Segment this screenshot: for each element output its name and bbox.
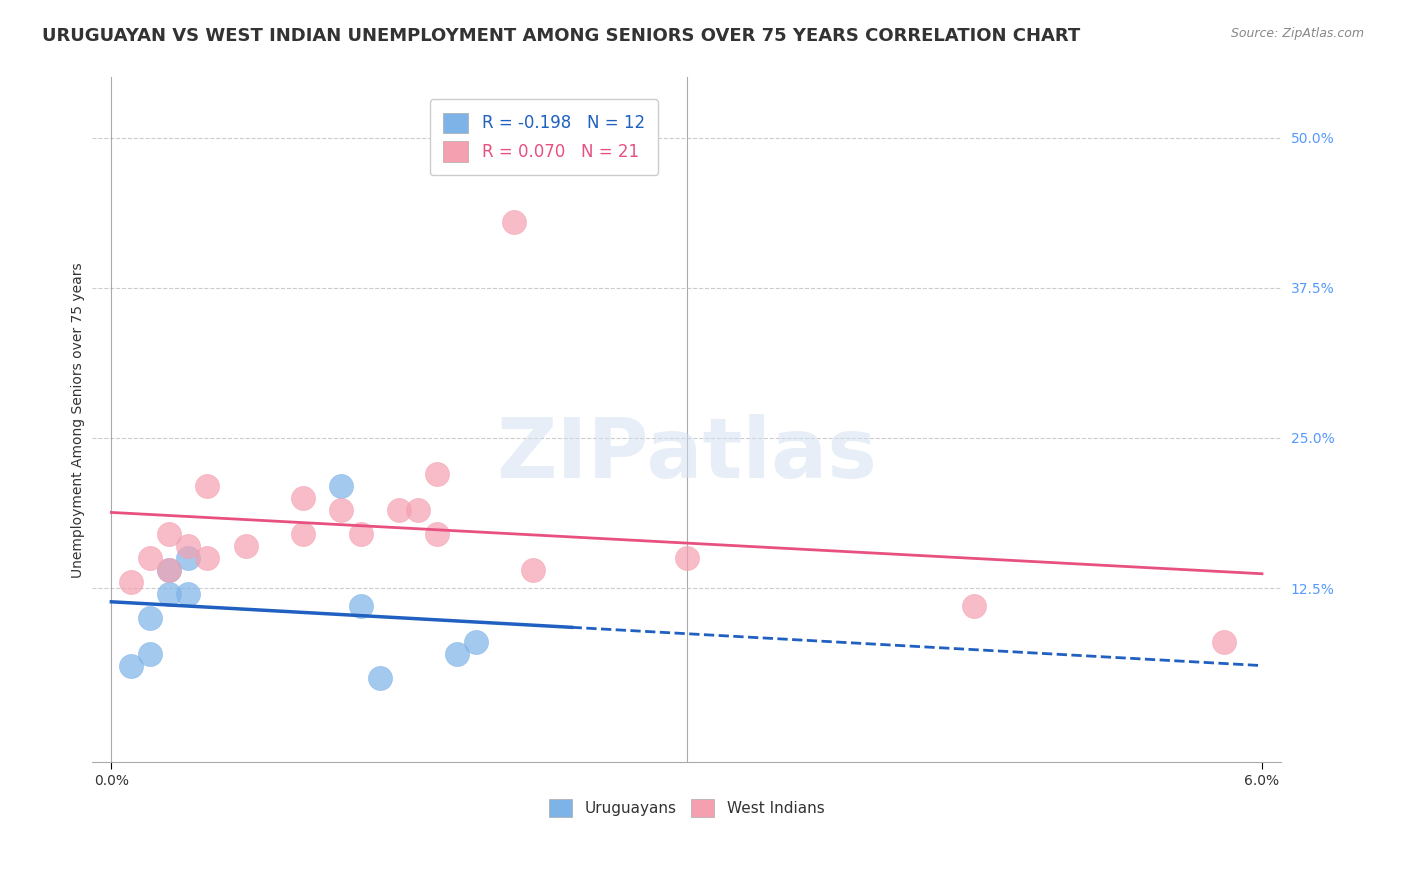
Point: [157, 563, 180, 577]
Point: [235, 539, 257, 553]
Y-axis label: Unemployment Among Seniors over 75 years: Unemployment Among Seniors over 75 years: [72, 262, 86, 578]
Text: URUGUAYAN VS WEST INDIAN UNEMPLOYMENT AMONG SENIORS OVER 75 YEARS CORRELATION CH: URUGUAYAN VS WEST INDIAN UNEMPLOYMENT AM…: [42, 27, 1080, 45]
Point: [138, 551, 160, 566]
Point: [350, 527, 373, 541]
Point: [330, 503, 353, 517]
Point: [426, 527, 449, 541]
Point: [177, 539, 200, 553]
Point: [426, 467, 449, 481]
Point: [675, 551, 697, 566]
Point: [446, 647, 468, 661]
Point: [157, 563, 180, 577]
Point: [388, 503, 411, 517]
Point: [177, 587, 200, 601]
Text: Source: ZipAtlas.com: Source: ZipAtlas.com: [1230, 27, 1364, 40]
Point: [157, 527, 180, 541]
Point: [292, 491, 315, 505]
Point: [177, 551, 200, 566]
Point: [157, 587, 180, 601]
Point: [406, 503, 429, 517]
Point: [963, 599, 986, 614]
Point: [464, 635, 486, 649]
Point: [503, 214, 526, 228]
Text: ZIPatlas: ZIPatlas: [496, 414, 877, 495]
Point: [138, 611, 160, 625]
Point: [350, 599, 373, 614]
Point: [138, 647, 160, 661]
Point: [120, 575, 142, 590]
Point: [195, 479, 218, 493]
Legend: Uruguayans, West Indians: Uruguayans, West Indians: [543, 792, 831, 823]
Point: [292, 527, 315, 541]
Point: [120, 659, 142, 673]
Point: [522, 563, 544, 577]
Point: [368, 671, 391, 685]
Point: [1212, 635, 1234, 649]
Point: [195, 551, 218, 566]
Point: [330, 479, 353, 493]
